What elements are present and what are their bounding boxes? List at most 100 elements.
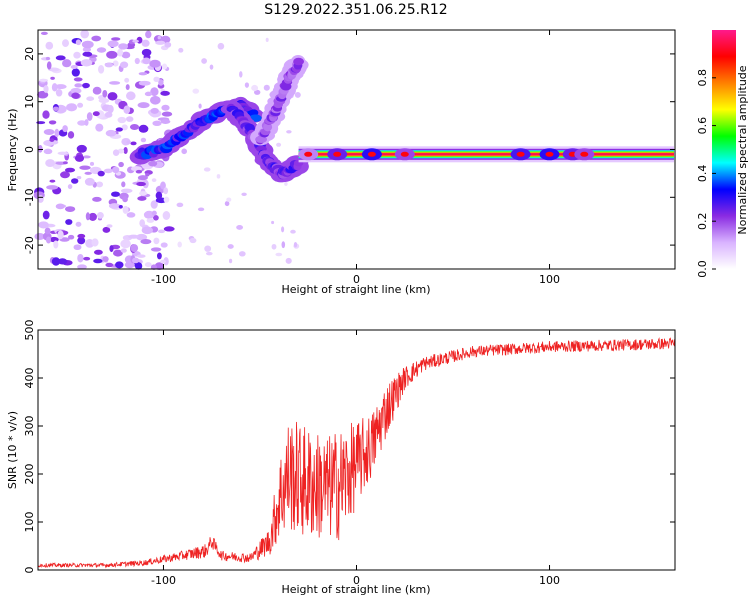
noise-blob bbox=[42, 110, 50, 119]
noise-blob bbox=[139, 191, 148, 196]
noise-blob bbox=[48, 67, 60, 72]
noise-blob bbox=[124, 77, 130, 83]
noise-blob bbox=[216, 174, 221, 179]
noise-blob bbox=[45, 41, 54, 50]
noise-blob bbox=[106, 50, 118, 59]
noise-blob bbox=[74, 83, 83, 88]
noise-blob bbox=[67, 131, 75, 139]
noise-blob bbox=[60, 171, 70, 179]
upper-streak bbox=[293, 57, 305, 66]
noise-blob bbox=[201, 58, 207, 64]
noise-blob bbox=[155, 40, 166, 45]
noise-blob bbox=[75, 39, 82, 46]
noise-blob bbox=[51, 257, 61, 266]
colorbar-gradient bbox=[712, 30, 736, 269]
noise-blob bbox=[150, 200, 158, 209]
noise-blob bbox=[146, 218, 155, 223]
noise-blob bbox=[120, 239, 131, 249]
x-tick-label: 0 bbox=[353, 574, 360, 587]
noise-blob bbox=[153, 237, 160, 245]
noise-blob bbox=[130, 141, 137, 146]
noise-blob bbox=[107, 92, 118, 101]
noise-blob bbox=[91, 238, 99, 247]
noise-blob bbox=[286, 130, 292, 134]
noise-blob bbox=[253, 89, 261, 95]
noise-blob bbox=[73, 51, 81, 59]
noise-blob bbox=[203, 167, 211, 172]
rising-branch bbox=[249, 109, 259, 117]
noise-blob bbox=[145, 30, 152, 39]
noise-blob bbox=[115, 127, 123, 132]
noise-blob bbox=[102, 89, 108, 98]
noise-blob bbox=[93, 249, 103, 255]
noise-blob bbox=[118, 161, 124, 168]
noise-blob bbox=[149, 95, 161, 105]
noise-blob bbox=[57, 230, 64, 240]
noise-blob bbox=[151, 210, 157, 216]
noise-blob bbox=[189, 237, 197, 244]
noise-blob bbox=[236, 224, 244, 230]
spectrogram-y-axis-title: Frequency (Hz) bbox=[6, 109, 19, 192]
colorbar-tick-label: 0.6 bbox=[696, 117, 709, 135]
noise-blob bbox=[84, 177, 95, 186]
noise-blob bbox=[122, 205, 129, 214]
noise-blob bbox=[112, 166, 120, 174]
noise-blob bbox=[52, 106, 60, 112]
noise-blob bbox=[227, 244, 234, 249]
noise-blob bbox=[151, 178, 157, 183]
noise-blob bbox=[150, 247, 162, 252]
noise-blob bbox=[62, 125, 68, 133]
spectrogram-y-ticks: -20 -10 0 10 20 bbox=[23, 47, 675, 254]
noise-blob bbox=[162, 211, 171, 220]
noise-blob bbox=[57, 258, 68, 265]
noise-blob bbox=[136, 233, 148, 241]
colorbar-title: Normalized spectral amplitude bbox=[736, 65, 749, 234]
noise-blob bbox=[54, 84, 67, 90]
noise-blob bbox=[95, 181, 104, 188]
noise-blob bbox=[138, 72, 148, 76]
noise-blob bbox=[43, 148, 53, 155]
noise-blob bbox=[144, 262, 152, 268]
y-tick-label: -10 bbox=[23, 188, 36, 206]
carrier-bulge-core bbox=[545, 151, 554, 157]
colorbar-ticks: 0.0 0.2 0.4 0.6 0.8 bbox=[696, 69, 716, 278]
noise-blob bbox=[160, 119, 171, 124]
noise-blob bbox=[105, 262, 114, 268]
noise-blob bbox=[157, 229, 166, 234]
y-tick-label: 100 bbox=[23, 512, 36, 533]
noise-blob bbox=[134, 262, 143, 270]
noise-blob bbox=[132, 39, 139, 43]
noise-blob bbox=[106, 224, 113, 228]
noise-blob bbox=[86, 112, 93, 121]
noise-blob bbox=[113, 249, 123, 257]
chart-title: S129.2022.351.06.25.R12 bbox=[264, 2, 447, 18]
noise-blob bbox=[155, 191, 163, 200]
noise-blob bbox=[77, 253, 84, 263]
carrier-bulge-core bbox=[367, 151, 376, 157]
noise-blob bbox=[98, 64, 105, 74]
noise-blob bbox=[137, 102, 150, 109]
noise-blob bbox=[64, 167, 76, 173]
carrier-bulge-core bbox=[333, 151, 342, 157]
noise-blob bbox=[275, 252, 283, 257]
noise-blob bbox=[42, 210, 50, 220]
noise-blob bbox=[55, 89, 63, 97]
noise-blob bbox=[163, 257, 169, 266]
noise-blob bbox=[176, 202, 184, 208]
snr-y-ticks: 0 100 200 300 400 500 bbox=[23, 320, 675, 574]
spectrogram-x-ticks: -100 0 100 bbox=[151, 30, 560, 286]
noise-blob bbox=[64, 206, 76, 212]
noise-blob bbox=[79, 165, 91, 170]
carrier-bulge-core bbox=[580, 151, 589, 157]
noise-blob bbox=[37, 144, 43, 153]
y-tick-label: 300 bbox=[23, 416, 36, 437]
noise-blob bbox=[265, 37, 269, 43]
noise-blob bbox=[152, 120, 162, 126]
noise-blob bbox=[294, 91, 301, 98]
noise-blob bbox=[135, 169, 143, 174]
noise-blob bbox=[126, 212, 136, 218]
noise-blob bbox=[143, 210, 155, 219]
noise-blob bbox=[140, 137, 147, 143]
noise-blob bbox=[129, 124, 140, 130]
snr-panel: -100 0 100 0 100 200 300 400 500 Height of stra… bbox=[6, 320, 676, 596]
